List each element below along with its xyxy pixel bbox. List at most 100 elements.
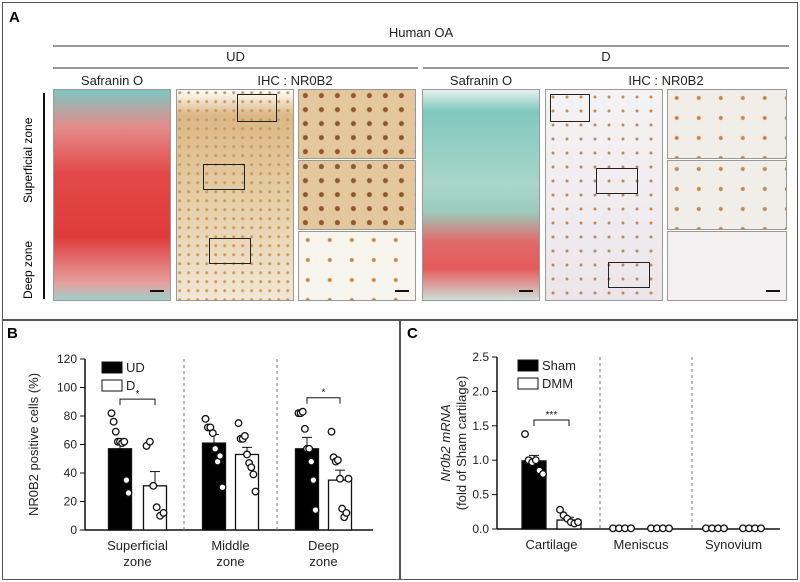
divider bbox=[53, 67, 418, 69]
y-tick-label: 1.0 bbox=[472, 453, 489, 467]
micrograph-ihc-d bbox=[545, 89, 663, 301]
legend-label-sham: Sham bbox=[542, 358, 576, 373]
data-point bbox=[311, 506, 320, 514]
category-label: zone bbox=[123, 554, 151, 569]
scale-bar bbox=[519, 290, 533, 292]
zoom-deep-ud bbox=[298, 231, 416, 301]
data-point bbox=[124, 489, 133, 497]
group-ud: UD bbox=[226, 49, 245, 64]
y-tick-label: 2.5 bbox=[472, 350, 489, 364]
data-point bbox=[344, 474, 353, 483]
category-label: zone bbox=[309, 554, 337, 569]
legend-label-dmm: DMM bbox=[542, 376, 573, 391]
y-axis-label: Nr0b2 mRNA bbox=[438, 404, 453, 481]
data-point bbox=[159, 508, 168, 517]
data-point bbox=[234, 419, 243, 428]
data-point bbox=[665, 524, 673, 533]
data-point bbox=[251, 487, 260, 496]
zoom-middle-ud bbox=[298, 160, 416, 230]
data-point bbox=[627, 524, 635, 533]
y-axis-label-2: (fold of Sham cartilage) bbox=[454, 376, 469, 510]
data-point bbox=[336, 474, 344, 483]
bar bbox=[327, 479, 353, 531]
y-tick-label: 80 bbox=[64, 409, 78, 423]
panel-c-label: C bbox=[407, 325, 418, 342]
category-label: Meniscus bbox=[614, 537, 669, 552]
data-point bbox=[152, 503, 161, 512]
data-point bbox=[539, 470, 547, 478]
data-point bbox=[145, 437, 154, 446]
data-point bbox=[201, 414, 210, 423]
inset-box bbox=[237, 94, 277, 122]
y-tick-label: 1.5 bbox=[472, 419, 489, 433]
legend-swatch-dmm bbox=[517, 377, 539, 390]
y-tick-label: 120 bbox=[57, 352, 77, 366]
data-point bbox=[120, 437, 129, 446]
significance-label: * bbox=[136, 389, 140, 400]
data-point bbox=[216, 451, 225, 460]
micrograph-ihc-ud bbox=[176, 89, 294, 301]
inset-box bbox=[203, 164, 245, 190]
panel-a: A Human OA UD D Safranin O IHC : NR0B2 S… bbox=[2, 2, 798, 320]
data-point bbox=[149, 481, 158, 490]
data-point bbox=[109, 417, 118, 426]
category-label: Deep bbox=[308, 538, 339, 553]
significance-label: *** bbox=[546, 410, 558, 421]
panel-a-label: A bbox=[9, 9, 20, 26]
inset-box bbox=[209, 238, 251, 264]
scale-bar bbox=[395, 290, 409, 292]
category-label: Synovium bbox=[705, 537, 762, 552]
data-point bbox=[298, 407, 307, 416]
data-point bbox=[333, 456, 342, 465]
data-point bbox=[218, 483, 227, 492]
group-d: D bbox=[601, 49, 611, 64]
inset-box bbox=[550, 94, 590, 122]
legend-swatch-sham bbox=[517, 359, 539, 372]
panel-c: C bbox=[400, 320, 798, 580]
data-point bbox=[521, 430, 529, 439]
y-tick-label: 0.5 bbox=[472, 488, 489, 502]
data-point bbox=[208, 429, 217, 438]
category-label: Middle bbox=[211, 538, 249, 553]
depth-arrow bbox=[43, 93, 45, 299]
data-point bbox=[240, 432, 249, 440]
col-ihc-d: IHC : NR0B2 bbox=[628, 73, 704, 88]
data-point bbox=[300, 424, 309, 433]
y-tick-label: 20 bbox=[64, 495, 78, 509]
inset-box bbox=[608, 262, 650, 288]
data-point bbox=[309, 476, 318, 485]
scale-bar bbox=[150, 290, 164, 292]
data-point bbox=[305, 444, 314, 453]
inset-box bbox=[596, 168, 638, 194]
zoom-superficial-d bbox=[667, 89, 787, 159]
data-point bbox=[111, 427, 120, 436]
significance-bracket bbox=[306, 397, 341, 404]
category-label: Cartilage bbox=[525, 537, 577, 552]
divider bbox=[53, 45, 789, 47]
divider bbox=[423, 67, 789, 69]
y-tick-label: 100 bbox=[57, 381, 77, 395]
panel-b: B bbox=[2, 320, 400, 580]
y-tick-label: 0 bbox=[70, 523, 77, 537]
data-point bbox=[122, 476, 131, 485]
zoom-superficial-ud bbox=[298, 89, 416, 159]
legend-swatch-d bbox=[101, 379, 123, 392]
legend-label-d: D bbox=[126, 378, 135, 393]
y-tick-label: 0.0 bbox=[472, 522, 489, 536]
legend-swatch-ud bbox=[101, 361, 123, 374]
data-point bbox=[574, 518, 582, 527]
zoom-middle-d bbox=[667, 160, 787, 230]
y-tick-label: 40 bbox=[64, 466, 78, 480]
legend-label-ud: UD bbox=[126, 360, 145, 375]
y-tick-label: 2.0 bbox=[472, 384, 489, 398]
data-point bbox=[757, 524, 765, 533]
category-label: Superficial bbox=[107, 538, 168, 553]
category-label: zone bbox=[216, 554, 244, 569]
col-safranin-d: Safranin O bbox=[449, 73, 513, 88]
data-point bbox=[243, 450, 251, 459]
col-ihc-ud: IHC : NR0B2 bbox=[257, 73, 333, 88]
data-point bbox=[247, 463, 256, 472]
y-axis-label: NR0B2 positive cells (%) bbox=[26, 373, 41, 516]
